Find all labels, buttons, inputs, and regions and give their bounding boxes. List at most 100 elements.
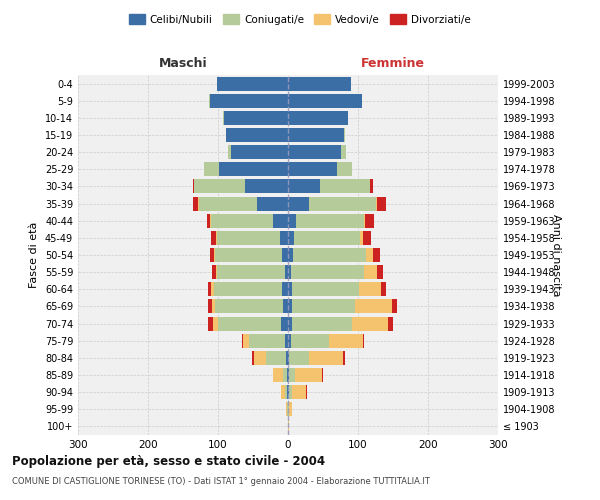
Bar xyxy=(292,282,359,296)
Bar xyxy=(289,385,292,399)
Bar xyxy=(228,145,230,159)
Bar xyxy=(283,300,288,314)
Y-axis label: Anni di nascita: Anni di nascita xyxy=(551,214,561,296)
Bar xyxy=(286,351,288,365)
Bar xyxy=(215,248,283,262)
Bar xyxy=(211,282,214,296)
Bar xyxy=(288,196,309,210)
Bar xyxy=(214,248,215,262)
Bar xyxy=(286,402,287,416)
Bar xyxy=(352,316,388,330)
Bar xyxy=(287,385,288,399)
Bar xyxy=(283,368,287,382)
Bar xyxy=(194,180,245,194)
Bar xyxy=(284,265,288,279)
Bar xyxy=(283,248,288,262)
Bar xyxy=(288,265,291,279)
Bar xyxy=(208,300,212,314)
Bar xyxy=(288,316,292,330)
Bar xyxy=(377,196,386,210)
Bar xyxy=(217,265,284,279)
Bar xyxy=(341,145,346,159)
Legend: Celibi/Nubili, Coniugati/e, Vedovi/e, Divorziati/e: Celibi/Nubili, Coniugati/e, Vedovi/e, Di… xyxy=(125,10,475,29)
Bar xyxy=(220,162,288,176)
Bar xyxy=(281,385,285,399)
Bar xyxy=(292,316,352,330)
Bar xyxy=(257,196,288,210)
Bar xyxy=(359,282,381,296)
Bar xyxy=(287,402,288,416)
Bar xyxy=(252,351,254,365)
Bar xyxy=(337,162,352,176)
Bar xyxy=(292,385,305,399)
Bar xyxy=(343,351,346,365)
Bar xyxy=(363,231,371,245)
Bar xyxy=(288,231,293,245)
Bar xyxy=(370,180,373,194)
Bar xyxy=(287,368,288,382)
Bar xyxy=(216,265,217,279)
Bar xyxy=(266,351,286,365)
Bar xyxy=(242,334,243,347)
Bar xyxy=(218,316,281,330)
Bar xyxy=(295,368,322,382)
Bar xyxy=(289,368,295,382)
Bar xyxy=(322,368,323,382)
Bar xyxy=(288,128,344,142)
Bar xyxy=(288,214,296,228)
Bar xyxy=(285,385,287,399)
Bar xyxy=(288,145,341,159)
Bar xyxy=(207,214,210,228)
Bar xyxy=(213,316,218,330)
Bar xyxy=(289,402,292,416)
Bar xyxy=(288,111,347,125)
Bar xyxy=(245,180,288,194)
Bar xyxy=(289,351,309,365)
Bar xyxy=(211,231,216,245)
Bar xyxy=(288,94,361,108)
Bar xyxy=(288,162,337,176)
Bar xyxy=(288,420,289,434)
Bar xyxy=(291,265,364,279)
Bar xyxy=(288,248,293,262)
Bar xyxy=(223,111,224,125)
Bar xyxy=(283,282,288,296)
Bar xyxy=(296,214,364,228)
Bar xyxy=(293,231,360,245)
Bar xyxy=(377,265,383,279)
Bar xyxy=(288,402,289,416)
Bar xyxy=(214,282,283,296)
Bar xyxy=(280,231,288,245)
Bar xyxy=(224,111,288,125)
Bar xyxy=(208,316,213,330)
Bar xyxy=(291,334,329,347)
Bar xyxy=(212,300,215,314)
Bar xyxy=(217,231,280,245)
Bar xyxy=(193,196,199,210)
Bar xyxy=(199,196,257,210)
Bar xyxy=(281,316,288,330)
Bar xyxy=(288,351,289,365)
Bar xyxy=(309,351,343,365)
Bar xyxy=(364,214,365,228)
Bar xyxy=(367,248,373,262)
Bar xyxy=(355,300,392,314)
Bar xyxy=(292,300,355,314)
Text: Maschi: Maschi xyxy=(158,57,208,70)
Bar xyxy=(226,128,288,142)
Bar xyxy=(288,368,289,382)
Bar xyxy=(288,385,289,399)
Bar xyxy=(392,300,397,314)
Bar xyxy=(204,162,220,176)
Bar xyxy=(243,334,249,347)
Bar xyxy=(361,94,362,108)
Bar xyxy=(193,180,194,194)
Bar xyxy=(329,334,363,347)
Text: COMUNE DI CASTIGLIONE TORINESE (TO) - Dati ISTAT 1° gennaio 2004 - Elaborazione : COMUNE DI CASTIGLIONE TORINESE (TO) - Da… xyxy=(12,478,430,486)
Bar xyxy=(364,265,377,279)
Bar xyxy=(215,300,283,314)
Bar xyxy=(288,300,292,314)
Bar xyxy=(216,231,217,245)
Text: Popolazione per età, sesso e stato civile - 2004: Popolazione per età, sesso e stato civil… xyxy=(12,455,325,468)
Bar xyxy=(254,351,266,365)
